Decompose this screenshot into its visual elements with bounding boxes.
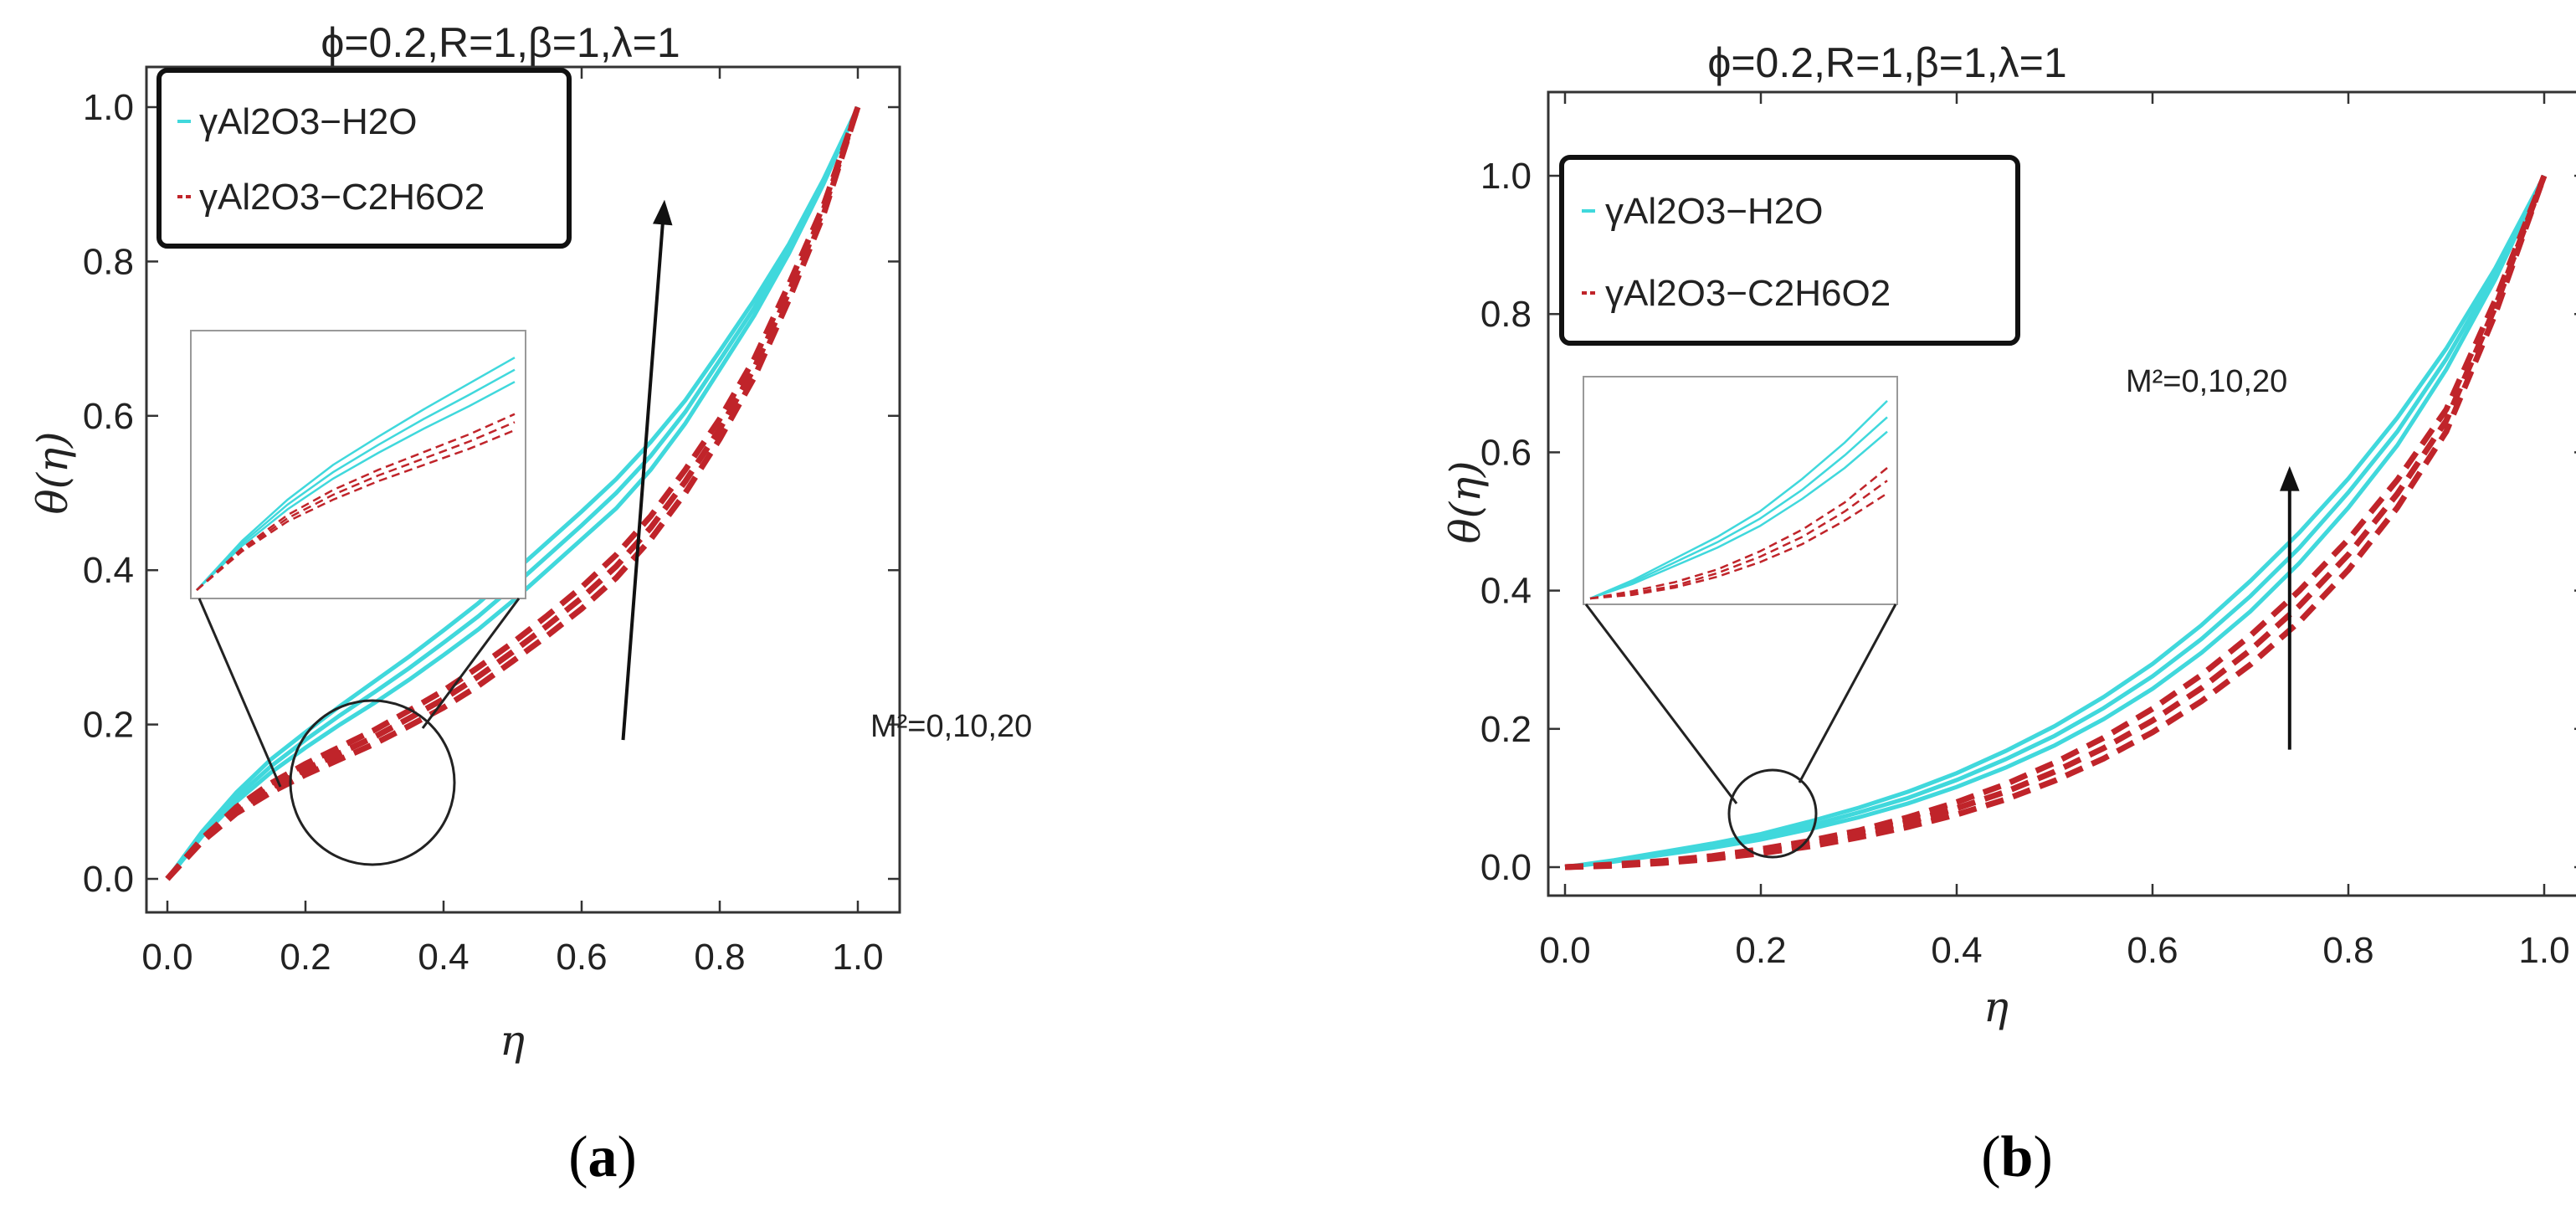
panel-a-zoom-connector-left — [198, 598, 282, 788]
inset-series-line-1 — [196, 368, 516, 591]
panel-b-frame — [1547, 90, 2576, 897]
panel-b-zoom-inset — [1583, 376, 1898, 859]
panel-b-x-axis-label: η — [1983, 983, 2009, 1031]
panel-a-legend-water: γAl2O3−H2O — [199, 101, 417, 142]
inset-series-line-0 — [196, 381, 516, 591]
x-tick-label: 0.2 — [280, 937, 331, 978]
x-tick-label: 0.4 — [418, 937, 469, 978]
panel-b-x-ticks: 0.0 0.2 0.4 0.6 0.8 1.0 — [1539, 92, 2570, 971]
y-tick-label: 0.8 — [1480, 294, 1532, 335]
series-line-5 — [165, 105, 861, 881]
panel-a-arrow-line — [621, 216, 665, 741]
x-tick-label: 0.4 — [1931, 930, 1982, 971]
series-line-2 — [1564, 174, 2547, 870]
y-tick-label: 0.0 — [83, 859, 134, 900]
panel-b-inset-frame — [1583, 376, 1898, 605]
panel-a-y-ticks: 0.0 0.2 0.4 0.6 0.8 1.0 — [83, 87, 900, 900]
panel-b-title: ϕ=0.2,R=1,β=1,λ=1 — [1707, 39, 2066, 86]
y-tick-label: 0.2 — [1480, 709, 1532, 750]
series-line-1 — [1564, 174, 2547, 870]
panel-a-inset-curves — [196, 357, 516, 591]
panel-b-legend-glycol: γAl2O3−C2H6O2 — [1605, 273, 1891, 314]
series-line-3 — [165, 105, 861, 881]
x-tick-label: 1.0 — [832, 937, 883, 978]
inset-series-line-3 — [196, 429, 516, 591]
series-line-5 — [1564, 174, 2548, 870]
panel-a-y-axis-label: θ(η) — [28, 431, 77, 514]
inset-series-line-2 — [196, 357, 516, 591]
panel-b-arrow — [2280, 465, 2300, 750]
panel-a-zoom-circle — [289, 699, 456, 866]
inset-series-line-4 — [196, 421, 516, 591]
panel-a-arrow-head — [652, 199, 673, 226]
panel-a-frame — [145, 65, 901, 914]
series-line-3 — [1564, 174, 2548, 870]
panel-a-arrow — [621, 199, 673, 741]
panel-b-legend-box — [1559, 155, 2020, 346]
panel-a-legend: γAl2O3−H2O γAl2O3−C2H6O2 — [157, 68, 572, 249]
panel-a: ϕ=0.2,R=1,β=1,λ=1 0.0 0.2 0.4 0.6 0.8 1.0 0.0… — [28, 19, 1032, 1189]
panel-b-annotation: M²=0,10,20 — [2126, 364, 2287, 399]
series-line-0 — [1564, 174, 2547, 870]
x-tick-label: 1.0 — [2518, 930, 2569, 971]
panel-a-x-axis-label: η — [500, 1016, 525, 1065]
panel-a-title: ϕ=0.2,R=1,β=1,λ=1 — [321, 19, 680, 66]
panel-b-zoom-connector-right — [1798, 603, 1897, 783]
x-tick-label: 0.0 — [141, 937, 192, 978]
panel-b-y-ticks: 0.0 0.2 0.4 0.6 0.8 1.0 — [1480, 156, 2576, 888]
y-tick-label: 0.6 — [83, 396, 134, 437]
inset-series-line-5 — [1589, 467, 1888, 600]
y-tick-label: 0.6 — [1480, 432, 1532, 473]
y-tick-label: 1.0 — [1480, 156, 1532, 197]
panel-b: ϕ=0.2,R=1,β=1,λ=1 0.0 0.2 0.4 0.6 0.8 1.0 0.0… — [1441, 39, 2576, 1189]
panel-a-legend-glycol: γAl2O3−C2H6O2 — [199, 177, 485, 218]
series-line-4 — [1564, 174, 2548, 870]
y-tick-label: 0.8 — [83, 241, 134, 282]
panel-a-zoom-inset — [190, 330, 526, 866]
panel-a-caption: (a) — [568, 1125, 637, 1189]
panel-b-zoom-connector-left — [1584, 603, 1738, 804]
panel-a-legend-box — [157, 68, 572, 249]
y-tick-label: 0.4 — [83, 550, 134, 591]
inset-series-line-3 — [1589, 492, 1888, 600]
series-line-4 — [165, 105, 861, 881]
panel-b-legend-water: γAl2O3−H2O — [1605, 191, 1823, 232]
panel-b-caption: (b) — [1981, 1125, 2053, 1189]
y-tick-label: 0.2 — [83, 705, 134, 746]
panel-b-y-axis-label: θ(η) — [1441, 460, 1490, 543]
inset-series-line-2 — [1589, 400, 1888, 600]
x-tick-label: 0.0 — [1539, 930, 1590, 971]
inset-series-line-1 — [1589, 416, 1888, 600]
panel-b-curves — [1564, 174, 2548, 870]
y-tick-label: 0.0 — [1480, 847, 1532, 888]
panel-a-zoom-connector-right — [421, 598, 521, 729]
inset-series-line-5 — [196, 413, 516, 591]
inset-series-line-4 — [1589, 480, 1888, 600]
x-tick-label: 0.6 — [556, 937, 607, 978]
x-tick-label: 0.8 — [694, 937, 745, 978]
panel-a-x-ticks: 0.0 0.2 0.4 0.6 0.8 1.0 — [141, 67, 884, 978]
panel-b-legend: γAl2O3−H2O γAl2O3−C2H6O2 — [1559, 155, 2020, 346]
x-tick-label: 0.2 — [1735, 930, 1786, 971]
panel-a-annotation: M²=0,10,20 — [870, 709, 1032, 744]
x-tick-label: 0.8 — [2322, 930, 2373, 971]
series-line-0 — [166, 105, 860, 881]
y-tick-label: 0.4 — [1480, 571, 1532, 612]
x-tick-label: 0.6 — [2127, 930, 2178, 971]
y-tick-label: 1.0 — [83, 87, 134, 128]
panel-b-inset-curves — [1589, 400, 1888, 600]
panel-b-arrow-head — [2280, 465, 2300, 491]
inset-series-line-0 — [1589, 430, 1888, 600]
panel-b-zoom-circle — [1727, 768, 1818, 859]
